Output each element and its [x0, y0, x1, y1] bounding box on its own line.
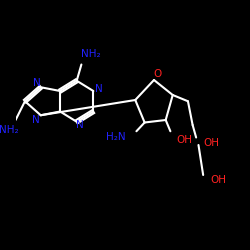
Text: O: O — [153, 70, 162, 80]
Text: OH: OH — [203, 138, 219, 147]
Text: OH: OH — [210, 175, 226, 185]
Text: N: N — [33, 78, 41, 88]
Text: NH₂: NH₂ — [81, 49, 100, 59]
Text: H₂N: H₂N — [106, 132, 126, 142]
Text: N: N — [76, 120, 84, 130]
Text: N: N — [95, 84, 103, 94]
Text: N: N — [32, 115, 40, 125]
Text: NH₂: NH₂ — [0, 125, 18, 135]
Text: OH: OH — [176, 135, 192, 145]
